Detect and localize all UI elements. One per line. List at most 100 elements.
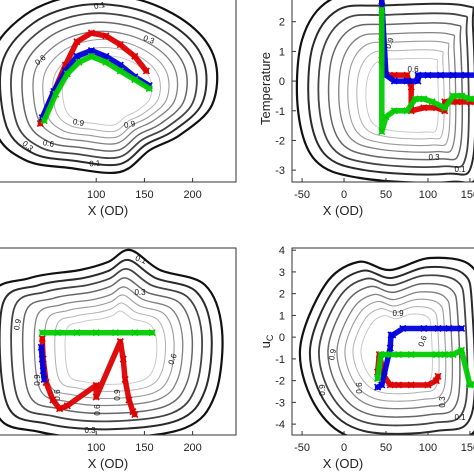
contour-label: 0.9 <box>392 309 404 318</box>
y-tick-label: 2 <box>279 289 285 301</box>
y-tick-label: 3 <box>279 267 285 279</box>
data-point <box>63 402 71 410</box>
data-point <box>87 52 95 60</box>
data-point <box>75 58 83 66</box>
contour-label: 0.1 <box>93 0 106 11</box>
data-point <box>148 329 156 337</box>
data-point <box>119 355 127 363</box>
contour-label: 0.6 <box>355 382 364 394</box>
data-point <box>386 381 394 389</box>
plot-frame <box>0 247 237 436</box>
y-tick-label: -3 <box>275 397 285 409</box>
data-point <box>142 67 150 75</box>
y-tick-label: 1 <box>279 310 285 322</box>
contour-line <box>0 3 208 167</box>
data-point <box>49 396 57 404</box>
data-point <box>414 77 422 85</box>
contour-line <box>347 40 451 147</box>
contour-line <box>0 248 224 435</box>
data-point <box>131 76 139 84</box>
data-point <box>73 52 81 60</box>
data-point <box>131 52 139 60</box>
data-point <box>403 71 411 79</box>
data-point <box>390 107 398 115</box>
x-tick-label: 150 <box>135 442 153 454</box>
contour-label: 0.6 <box>93 404 102 416</box>
data-point <box>389 331 397 339</box>
data-point <box>466 95 474 103</box>
contour-label: 0.9 <box>113 389 122 401</box>
data-point <box>116 337 124 346</box>
contour-line <box>327 282 461 418</box>
contour-line <box>365 57 439 133</box>
contour-label: 0.3 <box>134 288 146 297</box>
data-point <box>92 329 100 337</box>
x-tick-label: 50 <box>380 189 392 201</box>
contour-line <box>64 310 158 385</box>
contour-line <box>327 22 464 161</box>
y-tick-label: -4 <box>275 419 285 431</box>
data-point <box>407 381 415 389</box>
data-point <box>432 350 440 359</box>
contour-label: 0.6 <box>417 334 429 348</box>
contour-label: 0.3 <box>142 34 156 46</box>
chart-panel-top-left: 0.1 0.3 0.6 0.9 0.9 0.6 0.3 0.1 100 150 200 X (OD) <box>0 0 237 218</box>
x-tick-label: 200 <box>183 189 201 201</box>
data-point <box>449 92 457 100</box>
x-tick-label: 100 <box>87 442 105 454</box>
y-tick-label: 4 <box>279 245 285 257</box>
contour-line <box>338 31 457 153</box>
contour-line <box>43 294 175 400</box>
data-point <box>449 350 457 359</box>
data-point <box>424 381 432 389</box>
data-point <box>87 46 95 55</box>
data-point <box>399 324 407 333</box>
data-point <box>38 335 46 343</box>
contour-line <box>0 0 219 175</box>
data-point <box>403 107 411 115</box>
x-tick-label: 200 <box>183 442 201 454</box>
contour-line <box>298 256 474 435</box>
data-point <box>403 77 411 85</box>
y-tick-label: -3 <box>275 165 285 177</box>
data-point <box>39 367 47 375</box>
data-point <box>52 90 60 98</box>
x-tick-label: 150 <box>461 189 474 201</box>
x-axis-label: X (OD) <box>323 456 363 471</box>
data-point <box>386 344 394 352</box>
y-axis-label-subscript: C <box>265 334 275 341</box>
y-tick-label: -1 <box>275 354 285 366</box>
contour-line <box>308 265 474 435</box>
x-tick-label: 0 <box>341 189 347 201</box>
contour-label: 0.1 <box>454 165 466 174</box>
data-point <box>102 58 110 66</box>
data-point <box>56 405 64 413</box>
contour-line <box>10 268 203 423</box>
contour-label: 0.1 <box>89 158 101 168</box>
y-tick-label: 0 <box>279 76 285 88</box>
contour-line <box>54 302 167 392</box>
data-point <box>92 393 100 401</box>
contour-line <box>0 258 213 431</box>
data-point <box>378 381 386 389</box>
y-tick-label: -2 <box>275 135 285 147</box>
data-point <box>40 117 48 125</box>
contour-line <box>317 12 470 168</box>
data-point <box>457 324 466 333</box>
series-line-0 <box>39 335 138 418</box>
data-point <box>382 350 390 359</box>
data-point <box>121 375 129 384</box>
data-point <box>434 324 442 333</box>
x-axis-label: X (OD) <box>323 203 363 218</box>
y-axis-label: Temperature <box>258 52 273 125</box>
data-point <box>395 350 403 359</box>
data-point <box>38 329 46 337</box>
contour-line <box>352 306 440 395</box>
data-point <box>407 350 415 359</box>
contour-label: 0.6 <box>42 138 55 149</box>
contour-line <box>33 286 184 407</box>
contour-label: 0.3 <box>20 139 35 153</box>
data-point <box>116 41 124 49</box>
contour-label: 0.9 <box>318 384 327 396</box>
